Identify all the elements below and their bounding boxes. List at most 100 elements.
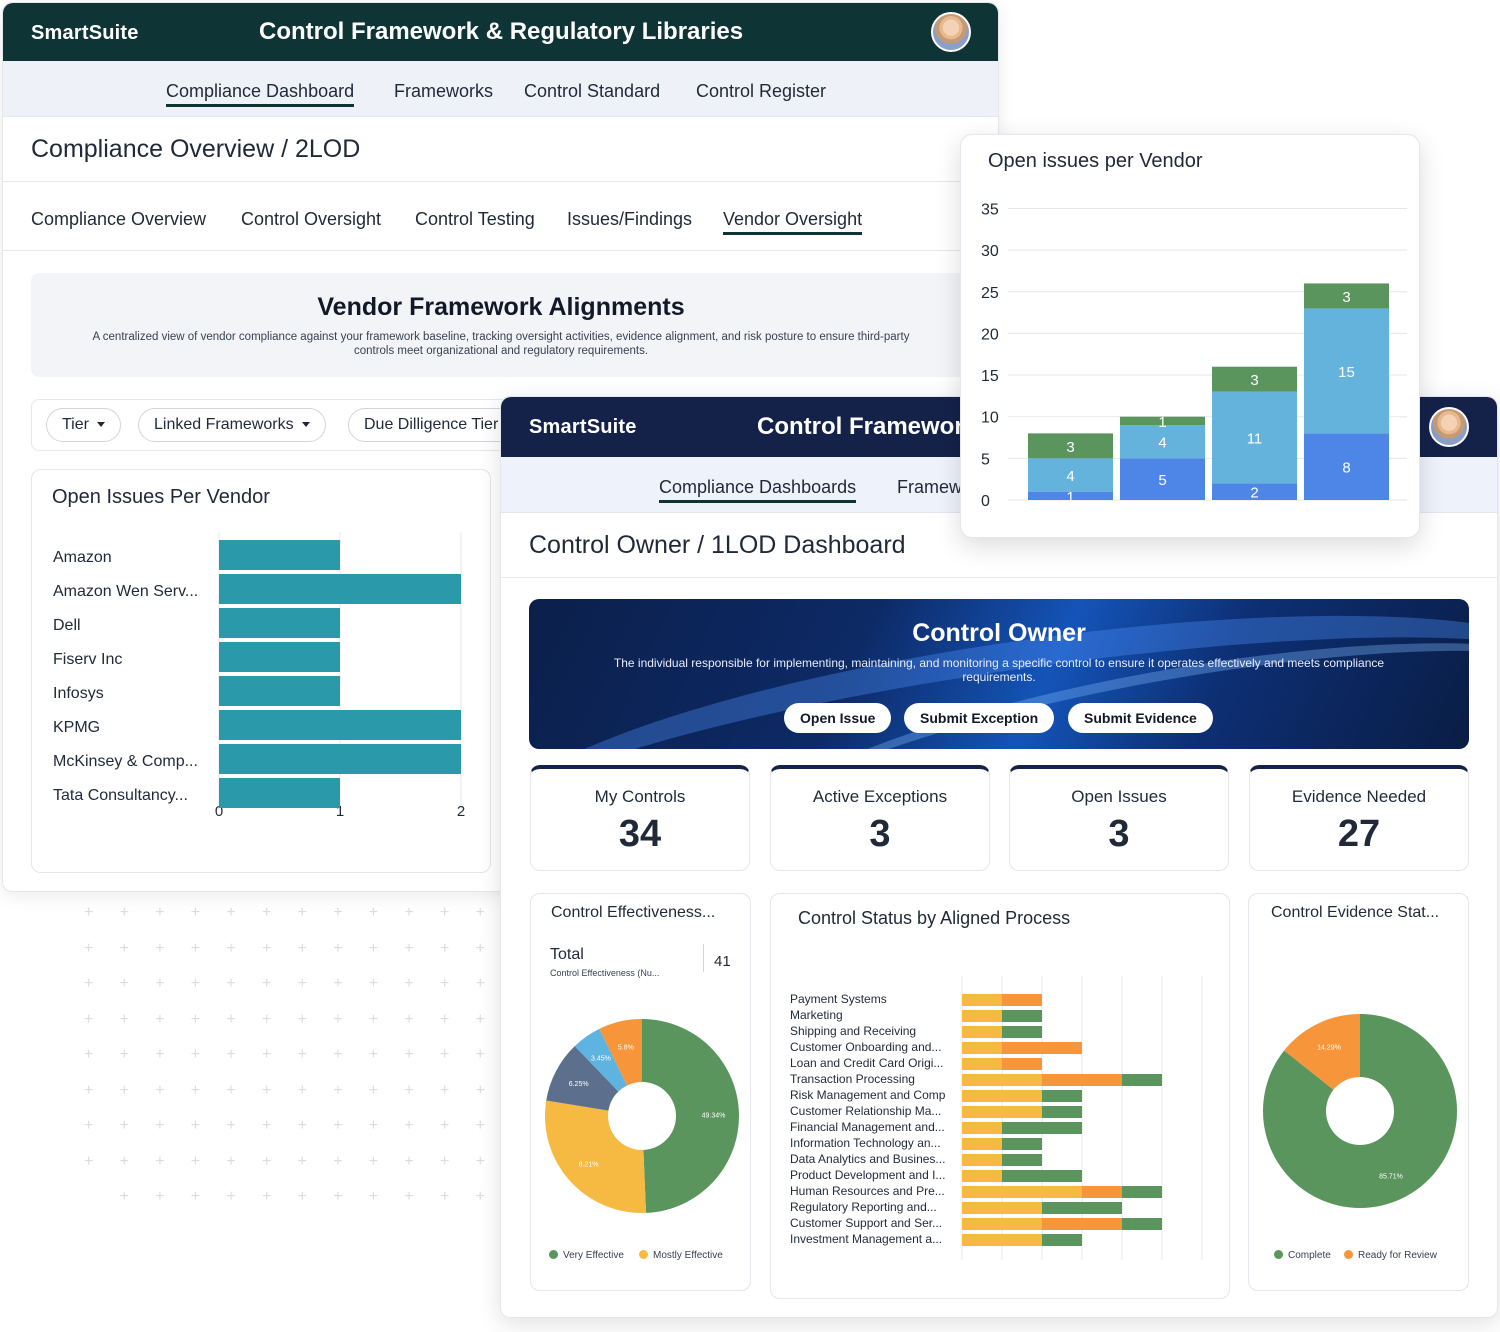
kpi-evidence-needed[interactable]: Evidence Needed 27: [1249, 765, 1469, 871]
nav-compliance-dashboards[interactable]: Compliance Dashboards: [659, 477, 857, 503]
bar-segment: [962, 1058, 1002, 1070]
bar-segment: [1212, 483, 1297, 500]
bar-segment: [1212, 391, 1297, 484]
plus-icon: +: [119, 1010, 129, 1028]
plus-icon: +: [297, 1117, 307, 1134]
plus-icon: +: [404, 1188, 414, 1205]
y-tick-label: 25: [981, 285, 999, 302]
plus-icon: +: [155, 939, 165, 957]
category-label: Dell: [53, 617, 81, 634]
bar-segment: [962, 1026, 1002, 1038]
bar-segment: [1120, 416, 1205, 426]
plus-icon: +: [84, 1046, 94, 1063]
slice-label: 85.71%: [1379, 1173, 1403, 1180]
bar-segment: [1002, 1010, 1042, 1022]
plus-icon: +: [119, 1081, 129, 1099]
legend-dot: [639, 1250, 648, 1259]
nav-control-standard[interactable]: Control Standard: [524, 81, 661, 101]
plus-icon: +: [333, 1010, 343, 1028]
plus-icon: +: [440, 1081, 450, 1099]
bar-segment: [962, 1154, 1002, 1166]
bar-segment: [962, 1042, 1002, 1054]
submit-exception-button[interactable]: Submit Exception: [904, 703, 1055, 733]
bar: [219, 608, 340, 638]
evidence-donut-chart: 85.71% 14.29%: [1263, 1014, 1457, 1208]
kpi-label: Evidence Needed: [1291, 787, 1427, 806]
user-avatar[interactable]: [931, 12, 971, 52]
plus-icon: +: [226, 975, 236, 992]
tab-vendor-oversight[interactable]: Vendor Oversight: [723, 209, 863, 235]
plus-icon: +: [155, 975, 165, 992]
plus-icon: +: [155, 904, 165, 921]
page-title: Compliance Overview / 2LOD: [31, 135, 361, 163]
plus-icon: +: [84, 939, 94, 957]
kpi-open-issues[interactable]: Open Issues 3: [1009, 765, 1229, 871]
plus-icon: +: [119, 1152, 129, 1170]
plus-icon: +: [368, 1046, 379, 1063]
tab-issues-findings[interactable]: Issues/Findings: [567, 209, 693, 229]
open-issue-button[interactable]: Open Issue: [784, 703, 892, 733]
divider: [703, 944, 704, 972]
bar: [219, 642, 340, 672]
plus-icon: +: [440, 1046, 450, 1063]
bar-segment: [1002, 994, 1042, 1006]
legend-complete: Complete: [1274, 1250, 1331, 1261]
plus-icon: +: [119, 975, 129, 992]
y-tick-label: 10: [981, 410, 999, 427]
tab-control-testing[interactable]: Control Testing: [415, 209, 535, 229]
bar-segment: [1028, 491, 1113, 500]
nav-control-register[interactable]: Control Register: [696, 81, 827, 101]
user-avatar[interactable]: [1429, 407, 1469, 447]
category-label: Human Resources and Pre...: [790, 1184, 945, 1198]
category-label: Investment Management a...: [790, 1232, 942, 1246]
plus-icon: +: [333, 975, 343, 992]
smartsuite-logo[interactable]: SmartSuite: [529, 416, 637, 438]
divider: [501, 577, 1497, 578]
legend-dot: [1274, 1250, 1283, 1259]
total-sublabel: Control Effectiveness (Nu...: [550, 968, 660, 978]
effectiveness-donut-chart: 49.34% 8.21% 6.25% 3.45% 5.8%: [545, 1019, 740, 1213]
tab-control-oversight[interactable]: Control Oversight: [241, 209, 382, 229]
filter-linked-frameworks[interactable]: Linked Frameworks: [138, 408, 326, 442]
plus-icon: +: [262, 939, 272, 957]
plus-icon: +: [226, 1117, 236, 1134]
nav-frameworks[interactable]: Frameworks: [394, 81, 494, 101]
bar-segment: [962, 1122, 1002, 1134]
category-label: Tata Consultancy...: [53, 787, 188, 804]
plus-icon: +: [333, 1152, 343, 1170]
plus-icon: +: [333, 1117, 343, 1134]
bar-segment: [962, 1170, 1002, 1182]
plus-icon: +: [368, 975, 379, 992]
submit-evidence-button[interactable]: Submit Evidence: [1068, 703, 1213, 733]
plus-icon: +: [262, 1046, 272, 1063]
plus-icon: +: [368, 1081, 379, 1099]
kpi-active-exceptions[interactable]: Active Exceptions 3: [770, 765, 990, 871]
plus-icon: +: [190, 1046, 201, 1063]
data-label: 11: [1247, 431, 1263, 448]
kpi-my-controls[interactable]: My Controls 34: [530, 765, 750, 871]
plus-icon: +: [333, 904, 343, 921]
smartsuite-logo[interactable]: SmartSuite: [31, 22, 139, 44]
bar-segment: [1042, 1090, 1082, 1102]
category-label: Amazon Wen Serv...: [53, 583, 198, 600]
bar-segment: [1042, 1106, 1082, 1118]
plus-icon: +: [440, 1188, 450, 1205]
filter-tier[interactable]: Tier: [46, 408, 121, 442]
plus-icon: +: [404, 1081, 414, 1099]
card-title: Open Issues Per Vendor: [52, 486, 270, 508]
donut-slice: [574, 1028, 628, 1092]
plus-icon: +: [155, 1117, 165, 1134]
tab-compliance-overview[interactable]: Compliance Overview: [31, 209, 207, 229]
plus-icon: +: [333, 1046, 343, 1063]
category-label: Payment Systems: [790, 992, 887, 1006]
bar: [219, 540, 340, 570]
data-label: 4: [1158, 435, 1166, 452]
donut-slice: [1284, 1014, 1360, 1090]
plus-icon: +: [475, 1010, 485, 1028]
nav-frameworks[interactable]: Framew: [897, 477, 963, 497]
nav-compliance-dashboard[interactable]: Compliance Dashboard: [166, 81, 355, 107]
bar: [219, 778, 340, 808]
bar-segment: [1028, 458, 1113, 492]
plus-icon: +: [262, 904, 272, 921]
plus-icon: +: [190, 1188, 201, 1205]
